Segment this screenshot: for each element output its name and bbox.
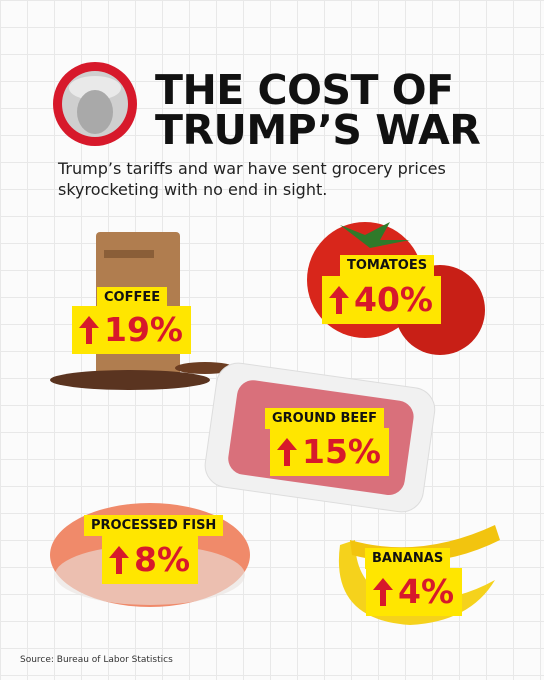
item-change: 15%: [270, 428, 389, 476]
change-text: 19%: [104, 310, 183, 349]
change-text: 8%: [134, 540, 191, 579]
change-text: 4%: [398, 572, 455, 611]
item-label: TOMATOES: [340, 255, 435, 276]
item-label: COFFEE: [97, 287, 168, 308]
title-line: TRUMP’S WAR: [155, 106, 481, 154]
up-arrow: [79, 316, 99, 344]
item-change: 40%: [322, 276, 441, 324]
item-change: 8%: [102, 536, 199, 584]
up-arrow: [109, 546, 129, 574]
source: Source: Bureau of Labor Statistics: [20, 655, 173, 665]
item-label: PROCESSED FISH: [84, 515, 224, 536]
item-label: BANANAS: [365, 548, 451, 569]
up-arrow: [329, 286, 349, 314]
up-arrow: [373, 578, 393, 606]
item-change: 4%: [366, 568, 463, 616]
change-text: 15%: [302, 432, 381, 471]
up-arrow: [277, 438, 297, 466]
item-change: 19%: [72, 306, 191, 354]
change-text: 40%: [354, 280, 433, 319]
subtitle: Trump’s tariffs and war have sent grocer…: [58, 159, 446, 199]
title-line: THE COST OF: [155, 66, 454, 114]
item-label: GROUND BEEF: [265, 408, 385, 429]
